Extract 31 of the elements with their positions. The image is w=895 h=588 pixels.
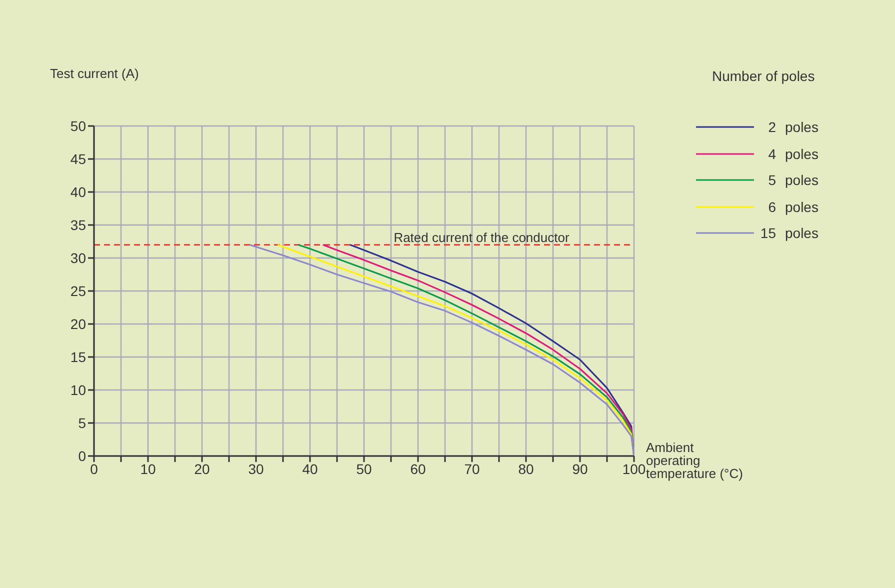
x-tick-label: 70	[464, 460, 480, 477]
x-tick-label: 80	[518, 460, 534, 477]
y-tick-label: 15	[70, 348, 86, 365]
x-tick-label: 20	[194, 460, 210, 477]
x-axis-title: Ambient operating temperature (°C)	[646, 440, 743, 481]
y-axis-title: Test current (A)	[50, 66, 139, 81]
y-tick-label: 25	[70, 282, 86, 299]
legend-title: Number of poles	[712, 68, 816, 84]
x-tick-label: 60	[410, 460, 426, 477]
y-tick-label: 40	[70, 184, 86, 200]
y-tick-label: 10	[70, 382, 86, 398]
x-tick-label: 0	[90, 460, 98, 477]
x-tick-label: 90	[572, 460, 588, 477]
ref-line-label: Rated current of the conductor	[394, 230, 570, 245]
y-tick-label: 45	[70, 150, 86, 167]
legend-label: 6 poles	[767, 198, 818, 215]
x-tick-label: 40	[302, 460, 318, 477]
x-tick-label: 100	[622, 460, 646, 477]
y-tick-label: 5	[78, 414, 86, 431]
y-tick-label: 35	[70, 216, 86, 233]
legend-label: 2 poles	[767, 119, 818, 136]
legend-label: 4 poles	[767, 146, 818, 162]
x-tick-label: 50	[356, 460, 372, 477]
legend-label: 5 poles	[767, 172, 818, 188]
y-tick-label: 0	[78, 448, 86, 464]
x-tick-label: 30	[248, 460, 264, 477]
legend-label: 15 poles	[759, 225, 818, 242]
y-tick-label: 30	[70, 250, 86, 266]
y-tick-label: 50	[70, 118, 86, 134]
x-tick-label: 10	[140, 460, 156, 477]
y-tick-label: 20	[70, 316, 86, 332]
